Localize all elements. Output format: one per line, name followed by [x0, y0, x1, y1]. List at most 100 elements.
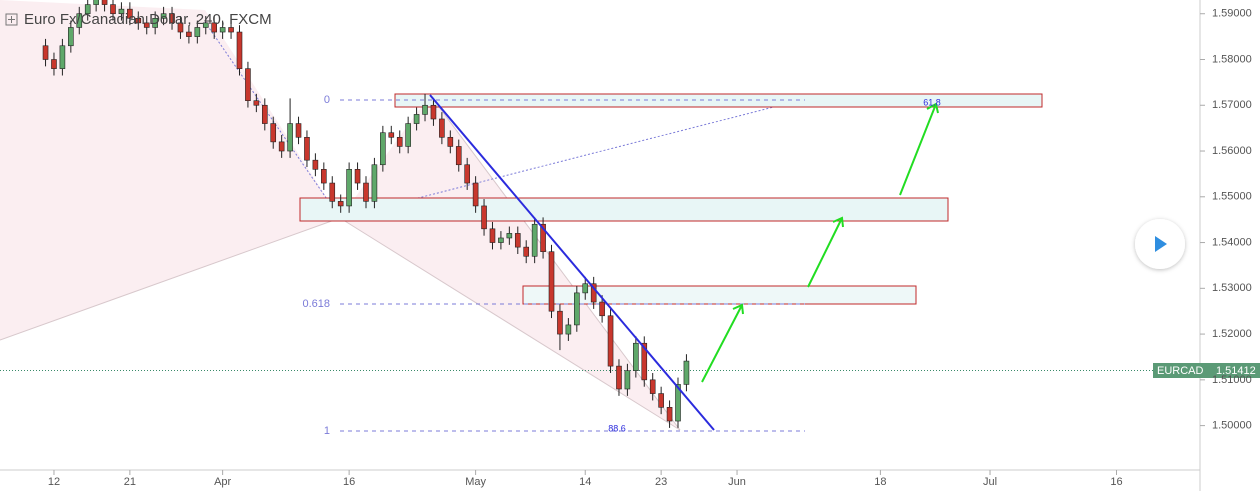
candle-body	[219, 27, 226, 33]
candle-body	[295, 123, 302, 138]
candle-body	[127, 8, 133, 19]
candle-body	[557, 310, 563, 335]
candle-body	[59, 45, 66, 69]
y-tick-label: 1.51000	[1212, 374, 1252, 386]
candle-body	[304, 136, 310, 161]
candle-body	[211, 22, 217, 33]
candle-body	[565, 324, 572, 335]
x-tick-label: 21	[124, 476, 136, 488]
last-price: 1.51412	[1216, 365, 1256, 377]
candle-body	[498, 237, 504, 243]
candle-body	[430, 104, 437, 120]
candle-body	[278, 141, 285, 152]
play-icon	[1155, 236, 1167, 252]
zone	[522, 285, 917, 305]
candle-body	[68, 27, 74, 47]
candle-body	[447, 136, 454, 147]
y-tick-label: 1.58000	[1212, 53, 1252, 65]
y-tick-label: 1.57000	[1212, 99, 1252, 111]
zone	[299, 197, 949, 222]
candle-body	[76, 13, 83, 28]
x-tick-label: 16	[343, 476, 355, 488]
candle-body	[312, 159, 319, 170]
candle-body	[388, 132, 395, 138]
y-tick-label: 1.53000	[1212, 282, 1252, 294]
candle-body	[245, 68, 251, 101]
candle-body	[540, 223, 546, 253]
fib-label: 0.618	[302, 298, 330, 310]
candle-body	[101, 0, 108, 5]
candle-body	[658, 393, 664, 408]
x-tick-label: 12	[48, 476, 60, 488]
candle-body	[641, 342, 648, 381]
fib-note: 88.6	[608, 423, 626, 433]
shade	[340, 95, 680, 430]
x-tick-label: 14	[579, 476, 591, 488]
candle-body	[253, 100, 260, 106]
candle-body	[489, 228, 496, 243]
candle-body	[202, 22, 209, 28]
arrow	[807, 216, 844, 288]
candle-body	[42, 45, 49, 60]
y-tick-label: 1.55000	[1212, 191, 1252, 203]
trendline	[429, 94, 715, 431]
shade	[0, 0, 340, 340]
candles	[42, 0, 690, 428]
candle-body	[464, 164, 470, 184]
candle-body	[236, 31, 243, 69]
candle-body	[160, 13, 167, 19]
price-tag	[1153, 363, 1260, 378]
x-tick-label: 23	[655, 476, 667, 488]
pattern-line	[0, 217, 341, 341]
candle-body	[143, 22, 150, 28]
candle-body	[346, 169, 352, 207]
candle-body	[472, 182, 479, 207]
candle-body	[51, 59, 57, 69]
fib-label: 1	[324, 425, 330, 437]
candle-body	[270, 123, 277, 143]
y-tick-label: 1.56000	[1212, 145, 1252, 157]
fib-label: 0	[324, 94, 330, 106]
fib-note: 61.8	[923, 97, 941, 107]
candle-body	[287, 123, 293, 152]
candle-body	[506, 233, 513, 239]
candle-body	[590, 283, 597, 303]
candle-body	[455, 146, 462, 166]
candle-body	[666, 407, 673, 422]
candle-body	[84, 4, 91, 15]
candle-body	[321, 169, 327, 184]
candle-body	[523, 246, 530, 257]
candle-body	[649, 379, 656, 394]
arrow	[899, 102, 939, 196]
candle-body	[110, 4, 116, 15]
candle-body	[683, 360, 690, 385]
candle-body	[481, 205, 487, 230]
candle-body	[422, 104, 428, 115]
candle-body	[337, 201, 344, 207]
y-tick-label: 1.59000	[1212, 8, 1252, 20]
candle-body	[624, 370, 631, 390]
candle-body	[371, 164, 378, 202]
y-tick-label: 1.50000	[1212, 420, 1252, 432]
candle-body	[396, 136, 403, 147]
candle-body	[329, 182, 336, 202]
candle-body	[599, 301, 605, 317]
x-tick-label: 16	[1110, 476, 1122, 488]
chart-title: Euro Fx/Canadian Dollar, 240, FXCM	[24, 11, 272, 28]
collapse-icon[interactable]	[5, 13, 18, 26]
candle-body	[633, 342, 639, 371]
candle-body	[194, 27, 201, 37]
candle-body	[574, 292, 580, 326]
x-tick-label: 18	[874, 476, 886, 488]
candle-body	[169, 13, 175, 24]
x-tick-label: Jun	[728, 476, 746, 488]
candle-body	[93, 0, 99, 5]
x-tick-label: Jul	[983, 476, 997, 488]
y-tick-label: 1.54000	[1212, 236, 1252, 248]
candle-body	[413, 114, 420, 124]
collapse-icon	[8, 16, 15, 23]
pattern-line	[429, 94, 681, 431]
candle-body	[261, 104, 268, 124]
x-tick-label: Apr	[214, 476, 231, 488]
